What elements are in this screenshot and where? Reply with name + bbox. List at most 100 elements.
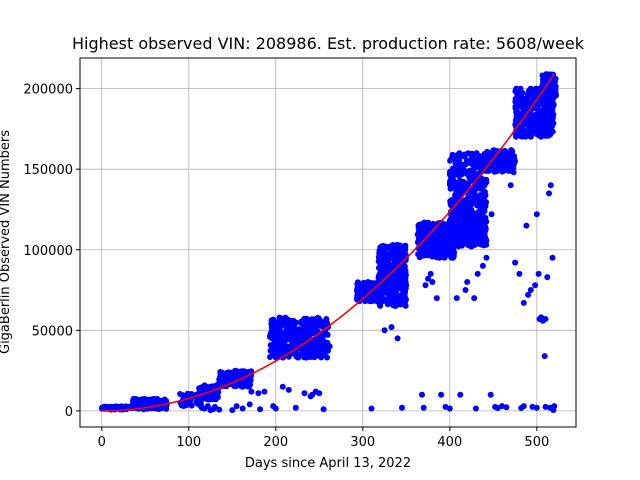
data-point-289 bbox=[209, 384, 216, 391]
data-point-1828 bbox=[465, 213, 471, 220]
data-point-2751 bbox=[279, 383, 286, 390]
data-point-2054 bbox=[473, 150, 480, 157]
data-point-426 bbox=[230, 371, 237, 378]
data-point-2785 bbox=[483, 254, 490, 261]
data-point-2148 bbox=[466, 174, 473, 181]
data-point-1604 bbox=[434, 229, 441, 236]
data-point-763 bbox=[323, 319, 330, 326]
data-point-788 bbox=[282, 315, 289, 322]
data-point-2193 bbox=[454, 181, 461, 188]
fit-curve bbox=[101, 73, 555, 412]
data-point-1914 bbox=[448, 230, 454, 237]
data-point-1896 bbox=[476, 226, 482, 233]
data-point-2640 bbox=[548, 104, 555, 111]
data-point-2796 bbox=[520, 299, 527, 306]
data-point-2645 bbox=[515, 99, 522, 106]
data-point-2646 bbox=[543, 116, 550, 123]
data-point-2195 bbox=[449, 174, 456, 181]
data-point-2764 bbox=[388, 324, 395, 331]
data-point-2167 bbox=[456, 167, 463, 174]
data-point-1915 bbox=[447, 219, 454, 226]
data-point-2649 bbox=[518, 125, 525, 132]
data-point-1918 bbox=[458, 237, 464, 244]
data-point-1308 bbox=[402, 247, 409, 254]
data-point-2781 bbox=[471, 295, 478, 302]
data-point-1282 bbox=[376, 247, 383, 254]
data-point-2777 bbox=[453, 295, 460, 302]
data-point-2746 bbox=[255, 390, 262, 397]
data-point-1916 bbox=[462, 230, 469, 237]
data-point-1298 bbox=[377, 295, 384, 302]
data-point-1611 bbox=[438, 245, 445, 252]
data-point-979 bbox=[356, 283, 363, 289]
data-point-2794 bbox=[516, 270, 523, 277]
data-point-733 bbox=[313, 322, 320, 329]
data-point-2748 bbox=[261, 388, 268, 395]
data-point-2802 bbox=[533, 211, 540, 218]
data-point-1318 bbox=[397, 259, 404, 266]
data-point-792 bbox=[311, 354, 318, 361]
data-point-2791 bbox=[503, 404, 510, 411]
data-point-2808 bbox=[542, 316, 549, 322]
data-point-767 bbox=[285, 324, 292, 331]
data-point-2579 bbox=[524, 93, 531, 100]
data-point-2766 bbox=[399, 404, 405, 411]
data-point-443 bbox=[225, 375, 232, 382]
data-point-2754 bbox=[301, 390, 308, 397]
data-point-434 bbox=[237, 368, 244, 375]
data-point-2593 bbox=[547, 131, 554, 138]
data-point-1876 bbox=[477, 232, 484, 239]
data-point-705 bbox=[324, 331, 331, 338]
data-point-2816 bbox=[533, 404, 540, 411]
data-point-2819 bbox=[550, 407, 557, 414]
data-point-2026 bbox=[478, 155, 485, 162]
data-point-1608 bbox=[428, 224, 435, 230]
data-point-226 bbox=[180, 403, 187, 409]
data-point-2198 bbox=[461, 197, 468, 204]
data-point-2773 bbox=[433, 295, 440, 302]
data-point-2176 bbox=[481, 200, 488, 207]
data-point-2750 bbox=[272, 405, 279, 412]
data-point-2599 bbox=[524, 121, 531, 128]
data-point-1313 bbox=[381, 251, 388, 258]
chart-title: Highest observed VIN: 208986. Est. produ… bbox=[72, 34, 585, 53]
data-point-981 bbox=[353, 295, 360, 302]
data-point-1281 bbox=[402, 257, 409, 264]
data-point-2617 bbox=[535, 132, 542, 139]
data-point-2815 bbox=[520, 403, 527, 410]
data-point-2811 bbox=[547, 182, 554, 189]
data-point-976 bbox=[357, 289, 364, 295]
data-point-1899 bbox=[474, 222, 481, 229]
data-point-2169 bbox=[472, 185, 479, 192]
data-point-1884 bbox=[481, 232, 488, 239]
data-point-1294 bbox=[382, 258, 389, 265]
data-point-1615 bbox=[426, 245, 433, 252]
data-point-1593 bbox=[436, 254, 443, 261]
data-point-729 bbox=[299, 327, 305, 334]
data-point-2770 bbox=[425, 275, 432, 282]
data-point-2137 bbox=[475, 208, 482, 215]
data-point-2809 bbox=[544, 274, 551, 281]
data-point-440 bbox=[240, 379, 247, 386]
data-point-1592 bbox=[416, 221, 423, 228]
data-point-2793 bbox=[512, 259, 519, 266]
data-point-989 bbox=[371, 294, 378, 301]
x-tick-label-4: 400 bbox=[437, 435, 462, 450]
data-point-718 bbox=[273, 334, 279, 341]
data-point-1619 bbox=[427, 234, 434, 241]
data-point-775 bbox=[273, 319, 280, 326]
data-point-2187 bbox=[468, 169, 475, 176]
data-point-1618 bbox=[418, 250, 425, 257]
data-point-2317 bbox=[509, 167, 516, 174]
data-point-2740 bbox=[216, 406, 223, 413]
data-point-713 bbox=[267, 342, 274, 349]
data-point-2624 bbox=[530, 90, 537, 97]
data-point-1202 bbox=[382, 243, 389, 250]
data-point-1293 bbox=[392, 248, 398, 255]
data-point-2745 bbox=[248, 388, 255, 395]
data-point-1290 bbox=[399, 294, 406, 301]
data-point-2797 bbox=[523, 222, 530, 229]
data-point-783 bbox=[301, 354, 307, 361]
data-point-1303 bbox=[383, 286, 390, 293]
y-tick-label-3: 150000 bbox=[23, 163, 73, 178]
